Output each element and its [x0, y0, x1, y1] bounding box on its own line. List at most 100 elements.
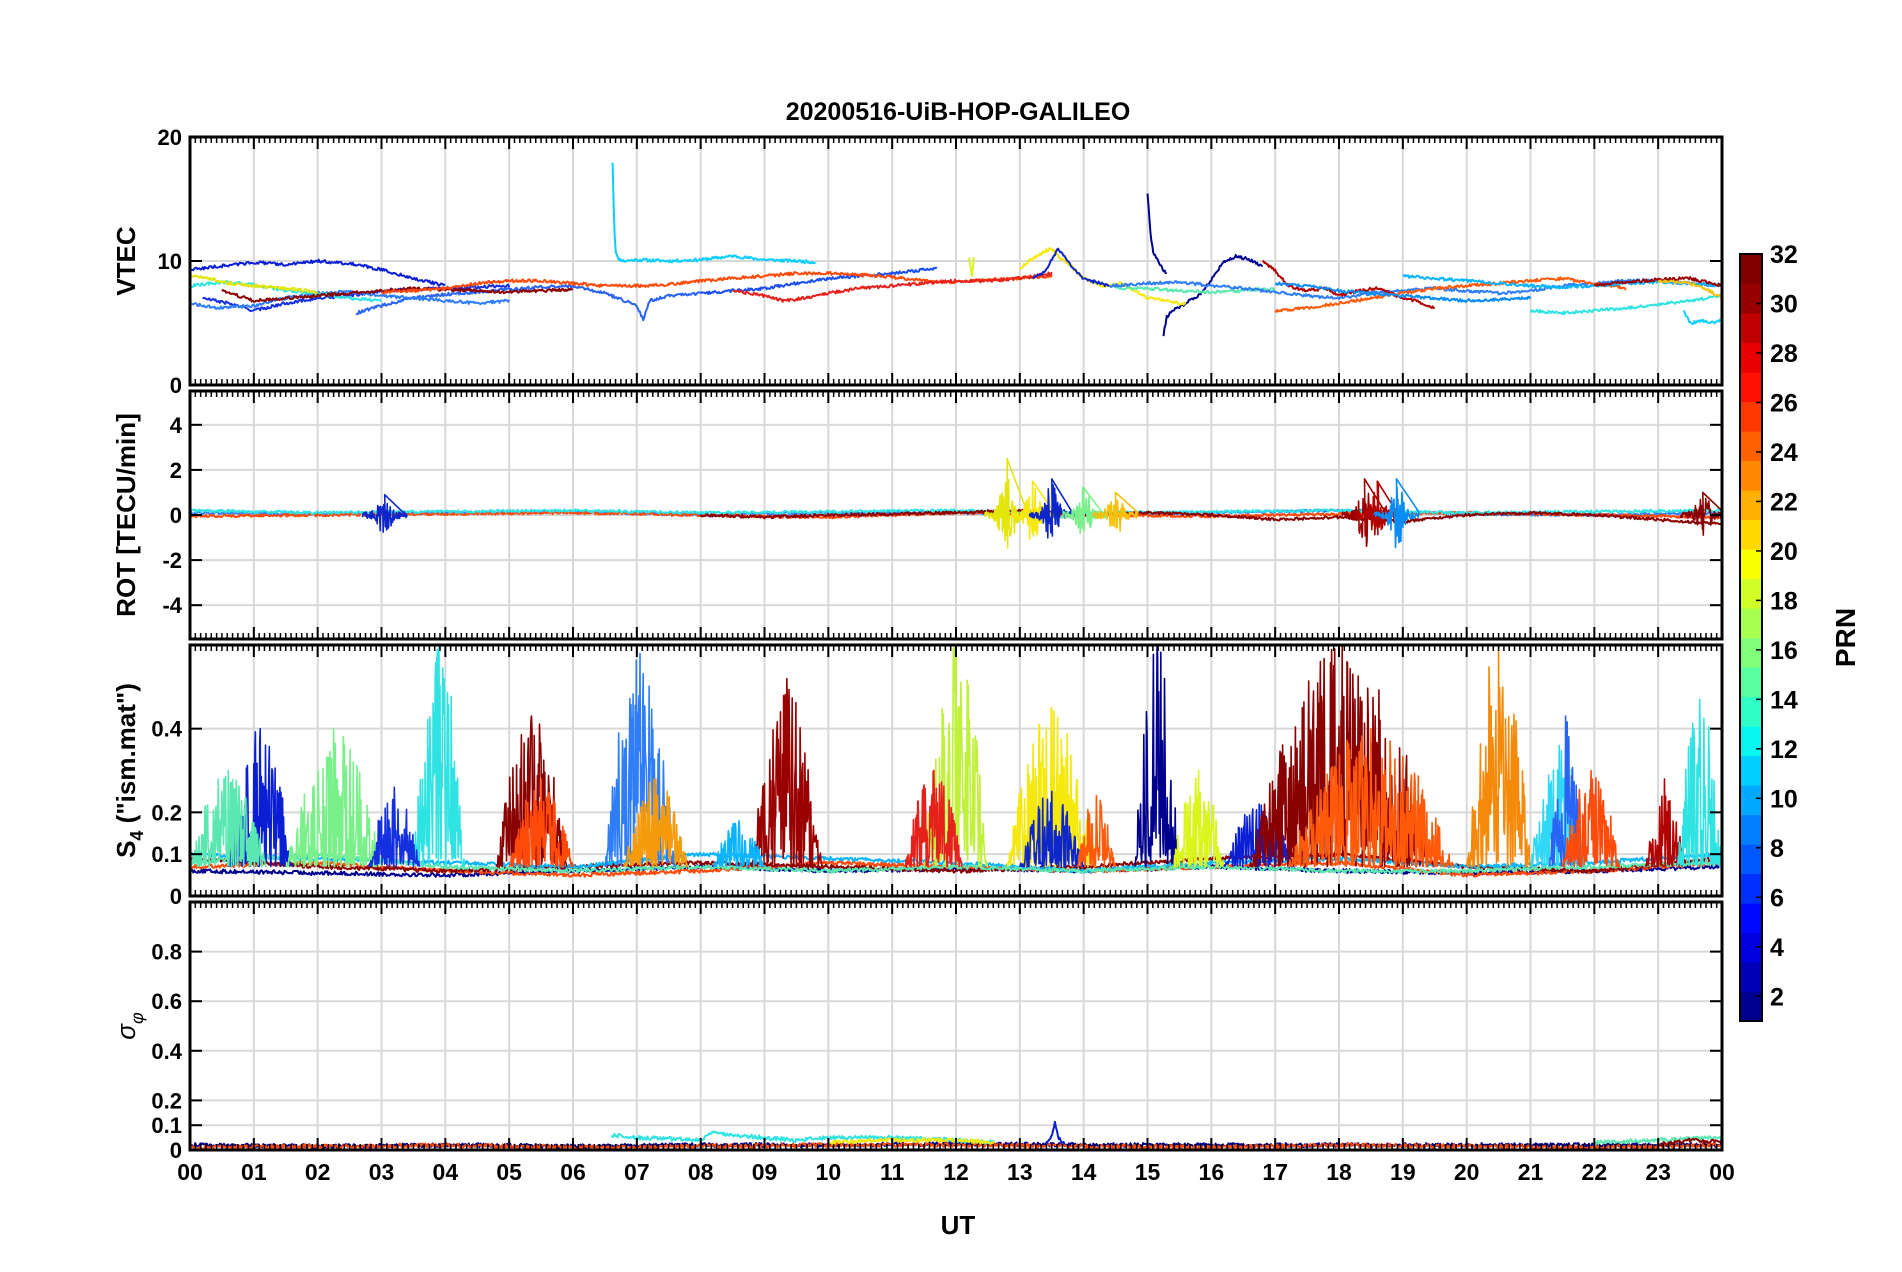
series-prn-8: [1108, 278, 1722, 301]
x-tick-label: 23: [1645, 1159, 1671, 1185]
colorbar-swatch: [1740, 608, 1762, 639]
x-tick-label: 04: [433, 1159, 459, 1185]
x-tick-label: 20: [1454, 1159, 1480, 1185]
x-tick-label: 15: [1135, 1159, 1161, 1185]
series-prn-15: [190, 851, 1722, 874]
x-tick-label: 00: [1709, 1159, 1735, 1185]
y-tick-label: -2: [162, 548, 182, 573]
y-tick-label: 0: [170, 1138, 182, 1163]
colorbar-swatch: [1740, 313, 1762, 344]
burst-prn-25: [904, 769, 963, 868]
y-tick-label: 0: [170, 373, 182, 398]
series-prn-31: [699, 508, 1722, 526]
burst-prn-13: [412, 645, 466, 868]
burst-prn-31: [750, 677, 823, 868]
series-prn-5: [355, 283, 701, 322]
panel-s4-data: [190, 645, 1722, 878]
colorbar-swatch: [1740, 962, 1762, 993]
burst-prn-25: [1561, 769, 1621, 868]
x-tick-label: 09: [752, 1159, 778, 1185]
colorbar-swatch: [1740, 637, 1762, 668]
y-tick-label: 0.6: [151, 989, 182, 1014]
series-prn-3: [1044, 1120, 1066, 1146]
burst-prn-19: [1172, 769, 1225, 868]
burst-prn-26: [1287, 727, 1455, 868]
burst-prn-2: [1133, 645, 1180, 868]
burst-prn-8: [604, 652, 676, 868]
colorbar-tick-label: 24: [1770, 439, 1798, 467]
y-axis-label-main: S: [111, 841, 141, 858]
series-prn-20: [1019, 247, 1187, 306]
y-tick-label: 0: [170, 503, 182, 528]
series-prn-31: [1657, 1137, 1722, 1148]
burst-prn-31: [495, 715, 568, 868]
burst-prn-3: [1223, 803, 1295, 868]
series-prn-10: [1274, 281, 1532, 303]
burst-prn-23: [623, 778, 689, 868]
burst-prn-31: [1248, 645, 1436, 868]
series-prn-25: [732, 271, 1053, 303]
series-prn-26: [1274, 276, 1627, 313]
burst-prn-5: [1548, 715, 1583, 868]
colorbar-swatch: [1740, 490, 1762, 521]
y-axis-label: S4 ("ism.mat"): [111, 683, 147, 858]
burst-prn-13: [1676, 698, 1722, 868]
colorbar-swatch: [1740, 401, 1762, 432]
y-tick-label: 10: [158, 249, 182, 274]
colorbar-swatch: [1740, 844, 1762, 875]
x-tick-label: 01: [241, 1159, 267, 1185]
y-axis-label-main: σ: [111, 1023, 141, 1040]
colorbar-swatch: [1740, 755, 1762, 786]
x-tick-label: 12: [943, 1159, 969, 1185]
colorbar-swatch: [1740, 578, 1762, 609]
y-tick-label: 0.2: [151, 800, 182, 825]
y-axis-label-rest: ("ism.mat"): [111, 683, 141, 830]
series-prn-20: [828, 1137, 995, 1146]
colorbar-tick-label: 16: [1770, 637, 1798, 665]
y-axis-label: VTEC: [111, 226, 141, 296]
y-axis-label: σφ: [111, 1012, 147, 1040]
x-tick-label: 03: [369, 1159, 395, 1185]
burst-prn-15: [190, 769, 268, 868]
series-prn-3: [190, 258, 446, 287]
colorbar-swatch: [1740, 932, 1762, 963]
burst-prn-4: [361, 493, 408, 533]
colorbar-tick-label: 8: [1770, 835, 1784, 863]
colorbar-swatch: [1740, 254, 1762, 285]
series-prn-12: [1682, 309, 1722, 325]
colorbar-tick-label: 6: [1770, 884, 1784, 912]
colorbar-tick-label: 30: [1770, 290, 1798, 318]
colorbar-tick-label: 22: [1770, 488, 1798, 516]
burst-prn-16: [285, 727, 383, 868]
colorbar-swatch: [1740, 696, 1762, 727]
y-tick-label: 4: [170, 413, 183, 438]
burst-prn-4: [367, 786, 421, 868]
x-tick-label: 06: [560, 1159, 586, 1185]
panel-vtec-data: [190, 162, 1722, 337]
series-prn-4: [1031, 247, 1110, 287]
panel-s4: 00.10.20.4S4 ("ism.mat"): [111, 643, 1724, 909]
colorbar-swatch: [1740, 726, 1762, 757]
x-tick-label: 02: [305, 1159, 331, 1185]
colorbar-swatch: [1740, 873, 1762, 904]
burst-prn-10: [1373, 478, 1420, 549]
colorbar-label: PRN: [1830, 608, 1861, 667]
colorbar-tick-label: 32: [1770, 241, 1798, 269]
burst-prn-22: [1092, 491, 1139, 532]
colorbar-swatch: [1740, 991, 1762, 1022]
y-tick-label: 0.1: [151, 842, 182, 867]
x-tick-label: 07: [624, 1159, 650, 1185]
y-tick-label: 0.4: [151, 1039, 182, 1064]
colorbar-tick-label: 14: [1770, 686, 1798, 714]
y-axis-label-sub: φ: [127, 1012, 147, 1024]
x-tick-label: 19: [1390, 1159, 1416, 1185]
colorbar-swatch: [1740, 372, 1762, 403]
y-tick-label: 0.1: [151, 1113, 182, 1138]
panel-sigma: 00.10.2 0.4 0.6 0.8 σφ: [111, 900, 1724, 1163]
colorbar-swatch: [1740, 283, 1762, 314]
burst-prn-23: [1465, 645, 1532, 868]
colorbar-tick-label: 20: [1770, 538, 1798, 566]
colorbar-swatch: [1740, 667, 1762, 698]
